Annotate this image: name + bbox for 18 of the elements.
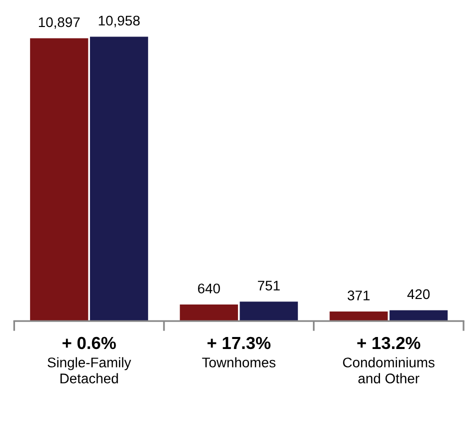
data-label: 751	[258, 280, 280, 291]
data-label: 640	[198, 284, 220, 294]
bar	[180, 304, 238, 322]
x-tick-label: Single-Family Detached	[48, 357, 132, 384]
bar	[390, 310, 448, 322]
bar	[240, 302, 298, 322]
x-tick-label: Condominiums and Other	[343, 357, 434, 384]
text: + 13.2%	[357, 336, 420, 350]
data-label: 10,897	[38, 17, 80, 29]
data-label: 420	[407, 289, 430, 300]
x-tick-label: Townhomes	[202, 357, 276, 368]
bar	[30, 38, 88, 322]
text: + 17.3%	[208, 336, 271, 350]
data-label: 10,958	[98, 16, 140, 28]
bar	[330, 311, 388, 322]
data-label: 371	[348, 290, 370, 300]
bar	[90, 36, 148, 322]
text: + 0.6%	[62, 336, 116, 350]
